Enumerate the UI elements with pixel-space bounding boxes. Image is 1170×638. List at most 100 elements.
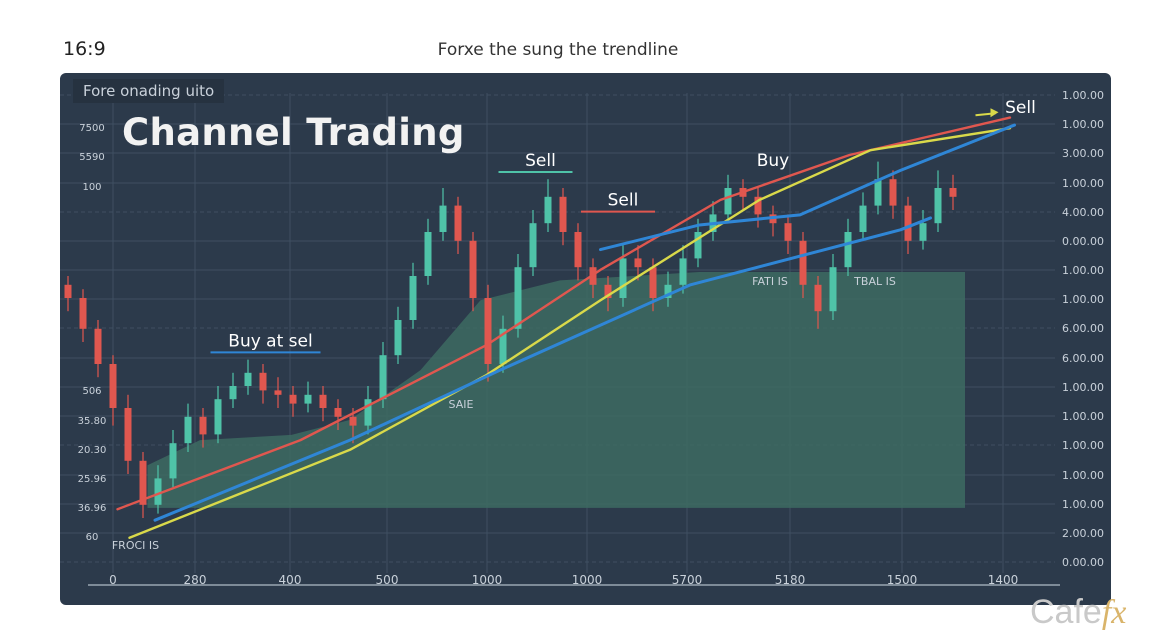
x-tick-label: 400 <box>279 573 302 587</box>
candle-body <box>664 284 672 298</box>
annotation-label: FROCI IS <box>112 539 159 552</box>
y-tick-label-right: 1.00.00 <box>1062 498 1104 511</box>
candle-body <box>544 196 552 224</box>
candle-body <box>904 205 912 241</box>
candle-body <box>439 205 447 232</box>
candle-body <box>364 399 372 426</box>
annotation-label: Buy at sel <box>228 331 312 351</box>
candle-body <box>424 232 432 276</box>
y-tick-label-right: 1.00.00 <box>1062 469 1104 482</box>
y-tick-label-left: 35.80 <box>78 416 107 427</box>
candle-body <box>499 328 507 364</box>
candle-body <box>619 258 627 298</box>
y-tick-label-left: 5590 <box>79 152 104 163</box>
candle-body <box>139 460 147 505</box>
trendline-yellow <box>128 126 1012 539</box>
y-tick-label-right: 4.00.00 <box>1062 206 1104 219</box>
trendline-blue <box>599 123 1016 252</box>
candle-body <box>799 240 807 285</box>
candle-body <box>634 258 642 268</box>
candle-body <box>694 232 702 259</box>
y-tick-label-left: 100 <box>82 182 101 193</box>
annotation-label: Buy <box>757 151 790 171</box>
annotation-label: TBAL IS <box>853 275 896 288</box>
chart-subtitle: Fore onading uito <box>73 79 225 103</box>
y-tick-label-left: 60 <box>86 532 99 543</box>
candle-body <box>889 179 897 206</box>
page-title: Forxe the sung the trendline <box>437 40 679 60</box>
candle-body <box>784 223 792 241</box>
y-tick-label-right: 0.00.00 <box>1062 556 1104 569</box>
aspect-label: 16:9 <box>63 38 106 60</box>
y-tick-label-right: 6.00.00 <box>1062 352 1104 365</box>
y-tick-label-left: 7500 <box>79 123 104 134</box>
candle-body <box>259 372 267 391</box>
candle-body <box>574 232 582 268</box>
candle-body <box>604 284 612 298</box>
candle-body <box>724 188 732 215</box>
y-tick-label-right: 1.00.00 <box>1062 439 1104 452</box>
chart-panel: Sell Sell Sell Buy Buy at sel FATI IS TBAL IS S… <box>60 73 1111 605</box>
x-tick-label: 5700 <box>672 573 703 587</box>
trendline-red <box>116 116 1012 511</box>
candlestick-chart: Sell Sell Sell Buy Buy at sel FATI IS TBAL IS S… <box>60 89 1104 587</box>
candle-body <box>184 416 192 444</box>
candle-body <box>649 267 657 298</box>
candle-body <box>109 364 117 408</box>
candle-body <box>469 240 477 298</box>
candle-body <box>919 223 927 241</box>
candle-body <box>679 258 687 285</box>
candle-body <box>214 399 222 435</box>
y-tick-label-right: 6.00.00 <box>1062 322 1104 335</box>
candle-body <box>814 284 822 312</box>
candle-body <box>484 298 492 364</box>
candle-body <box>304 394 312 404</box>
y-tick-label-right: 1.00.00 <box>1062 410 1104 423</box>
x-tick-label: 280 <box>184 573 207 587</box>
y-tick-label-left: 25.96 <box>78 474 107 485</box>
candle-body <box>844 232 852 268</box>
y-tick-label-left: 20.30 <box>78 445 107 456</box>
trendline-blue <box>153 216 932 522</box>
y-tick-label-right: 1.00.00 <box>1062 264 1104 277</box>
x-tick-label: 1500 <box>887 573 918 587</box>
candle-body <box>64 284 72 298</box>
y-tick-label-right: 1.00.00 <box>1062 293 1104 306</box>
annotation-label: SAIE <box>449 398 474 411</box>
annotation-label: Sell <box>1005 98 1036 118</box>
candle-body <box>529 223 537 268</box>
x-tick-label: 1000 <box>472 573 503 587</box>
candle-body <box>79 298 87 329</box>
candle-body <box>754 196 762 215</box>
y-tick-label-left: 506 <box>82 386 101 397</box>
candle-body <box>229 386 237 400</box>
candle-body <box>334 408 342 417</box>
candle-body <box>274 390 282 395</box>
candle-body <box>289 394 297 404</box>
annotation-label: FATI IS <box>752 275 788 288</box>
y-tick-label-right: 0.00.00 <box>1062 235 1104 248</box>
y-tick-label-right: 1.00.00 <box>1062 381 1104 394</box>
candle-body <box>394 320 402 356</box>
x-tick-label: 1000 <box>572 573 603 587</box>
candle-body <box>199 416 207 435</box>
x-tick-label: 5180 <box>775 573 806 587</box>
candle-body <box>349 416 357 426</box>
y-tick-label-left: 36.96 <box>78 503 107 514</box>
x-tick-label: 1400 <box>988 573 1019 587</box>
y-tick-label-right: 2.00.00 <box>1062 527 1104 540</box>
candle-body <box>874 179 882 206</box>
candle-body <box>514 267 522 329</box>
candle-body <box>169 443 177 479</box>
candle-body <box>559 196 567 232</box>
chart-title: Channel Trading <box>122 111 465 154</box>
candle-body <box>949 188 957 197</box>
candle-body <box>319 394 327 408</box>
y-tick-label-right: 3.00.00 <box>1062 147 1104 160</box>
x-tick-label: 0 <box>109 573 117 587</box>
y-tick-label-right: 1.00.00 <box>1062 177 1104 190</box>
candle-body <box>379 355 387 400</box>
candle-body <box>859 205 867 232</box>
candle-body <box>454 205 462 241</box>
annotation-label: Sell <box>608 191 639 211</box>
